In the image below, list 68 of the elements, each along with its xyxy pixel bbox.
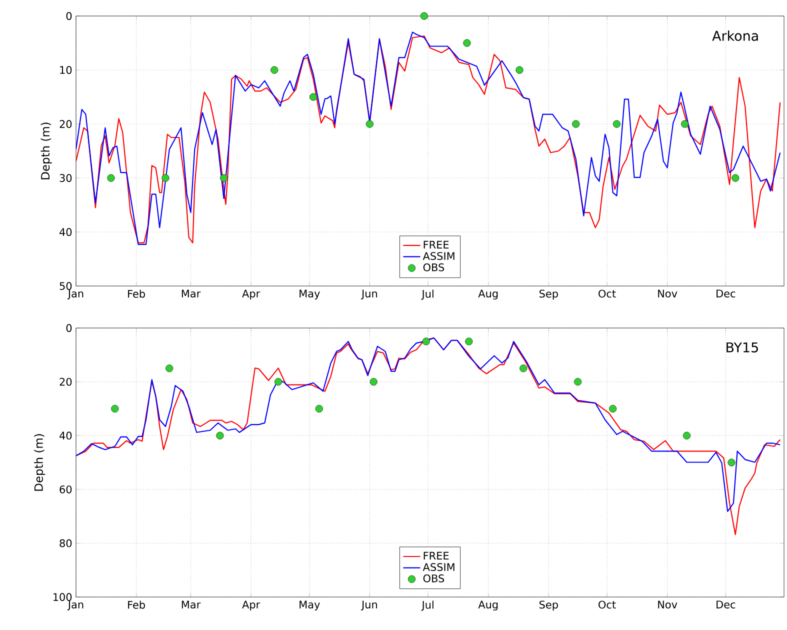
x-tick-label: Jan — [67, 600, 84, 610]
x-tick-label: Feb — [128, 600, 145, 609]
x-tick-label: May — [300, 600, 320, 610]
point — [366, 120, 374, 128]
point — [681, 120, 689, 128]
y-tick-label: 0 — [66, 12, 72, 20]
point — [270, 66, 278, 74]
point — [310, 93, 318, 101]
point — [516, 66, 524, 74]
annotation: Arkona — [712, 30, 758, 41]
x-tick-label: Jun — [360, 290, 377, 300]
y-tick-label: 10 — [60, 66, 72, 74]
y-tick-label: 40 — [60, 432, 72, 440]
point — [520, 364, 528, 372]
x-tick-label: Sep — [539, 290, 558, 300]
x-tick-label: Jan — [67, 290, 84, 300]
point — [612, 120, 621, 128]
legend-label: ASSIM — [422, 563, 454, 572]
point — [370, 378, 378, 386]
legend-label: FREE — [424, 552, 449, 560]
x-tick-label: Jun — [360, 600, 377, 610]
point — [463, 39, 471, 47]
x-tick-label: Nov — [658, 290, 678, 298]
x-tick-label: Apr — [242, 290, 260, 300]
x-tick-label: Dec — [716, 290, 736, 298]
x-tick-label: Sep — [539, 600, 558, 611]
y-axis-title: Depth (m) — [40, 122, 52, 180]
x-tick-label: Jul — [421, 290, 434, 300]
point — [465, 338, 473, 346]
point — [420, 12, 428, 20]
x-tick-label: Mar — [182, 290, 201, 298]
y-tick-label: 30 — [60, 174, 72, 182]
x-tick-label: Feb — [128, 290, 145, 298]
y-tick-label: 0 — [66, 324, 72, 332]
y-tick-label: 20 — [60, 378, 72, 386]
legend-label: ASSIM — [422, 252, 454, 260]
point — [728, 458, 736, 466]
annotation: BY15 — [726, 342, 758, 352]
point — [732, 174, 740, 182]
point — [274, 378, 282, 386]
x-tick-label: Aug — [478, 290, 498, 300]
point — [422, 338, 430, 346]
x-tick-label: Dec — [716, 600, 736, 608]
x-tick-label: Nov — [658, 600, 678, 608]
x-tick-label: May — [300, 290, 320, 300]
point — [574, 378, 582, 386]
x-tick-label: Mar — [182, 600, 201, 608]
point — [315, 404, 323, 413]
point — [572, 120, 580, 128]
x-tick-label: Oct — [598, 600, 616, 609]
x-tick-label: Oct — [598, 290, 616, 298]
y-tick-label: 40 — [60, 228, 72, 236]
x-tick-label: Apr — [242, 600, 260, 610]
point — [682, 432, 691, 440]
x-tick-label: Aug — [478, 600, 498, 610]
y-tick-label: 100 — [53, 593, 72, 601]
y-axis-title: Depth (m) — [34, 434, 46, 491]
y-tick-label: 60 — [60, 485, 72, 494]
legend-label: OBS — [423, 574, 444, 582]
y-tick-label: 20 — [60, 120, 72, 128]
legend-label: OBS — [423, 263, 444, 272]
y-tick-label: 80 — [60, 539, 72, 548]
x-tick-label: Jul — [421, 600, 434, 611]
legend-label: FREE — [424, 240, 449, 249]
point — [609, 404, 617, 413]
point — [220, 174, 228, 182]
point — [216, 432, 224, 440]
y-tick-label: 50 — [60, 282, 72, 290]
